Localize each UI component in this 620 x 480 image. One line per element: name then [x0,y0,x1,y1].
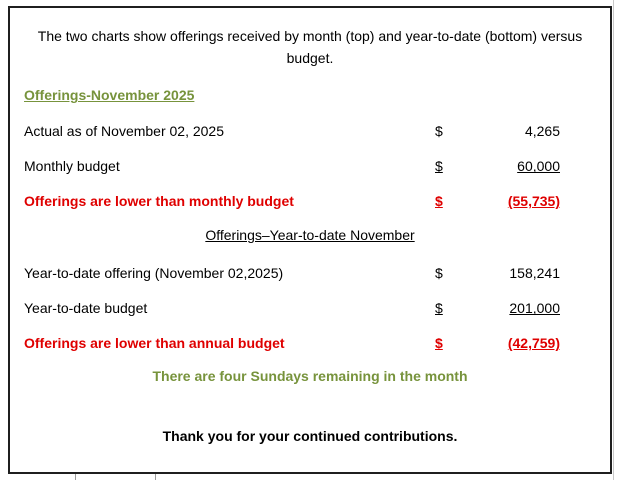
intro-text: The two charts show offerings received b… [37,28,583,66]
amount-value: (55,735) [507,193,560,210]
table-row-ytd-budget: Year-to-date budget $ 201,000 [24,298,596,318]
sheet-gridline-stub [75,473,76,480]
row-label: Year-to-date budget [24,300,148,317]
row-label: Offerings are lower than annual budget [24,335,285,352]
row-label: Actual as of November 02, 2025 [24,123,225,140]
amount-value: 60,000 [517,158,560,175]
table-row-monthly-actual: Actual as of November 02, 2025 $ 4,265 [24,121,596,141]
currency-symbol: $ [435,123,443,140]
sundays-remaining-note: There are four Sundays remaining in the … [152,368,468,385]
table-row-ytd-actual: Year-to-date offering (November 02,2025)… [24,263,596,283]
currency-symbol: $ [435,193,443,210]
thank-you-message: Thank you for your continued contributio… [162,428,458,445]
table-row-monthly-budget: Monthly budget $ 60,000 [24,156,596,176]
currency-symbol: $ [435,335,443,352]
sheet-gridline-right [613,0,614,480]
row-label: Year-to-date offering (November 02,2025) [24,265,284,282]
monthly-section-heading: Offerings-November 2025 [24,87,195,104]
amount-value: (42,759) [507,335,560,352]
currency-symbol: $ [435,300,443,317]
amount-value: 158,241 [509,265,560,282]
currency-symbol: $ [435,158,443,175]
amount-value: 201,000 [509,300,560,317]
offerings-report: The two charts show offerings received b… [8,6,612,474]
sheet-gridline-stub [155,473,156,480]
ytd-section-heading: Offerings–Year-to-date November [205,227,415,244]
table-row-ytd-deficit: Offerings are lower than annual budget $… [24,333,596,353]
row-label: Monthly budget [24,158,120,175]
table-row-monthly-deficit: Offerings are lower than monthly budget … [24,191,596,211]
amount-value: 4,265 [524,123,560,140]
currency-symbol: $ [435,265,443,282]
row-label: Offerings are lower than monthly budget [24,193,294,210]
